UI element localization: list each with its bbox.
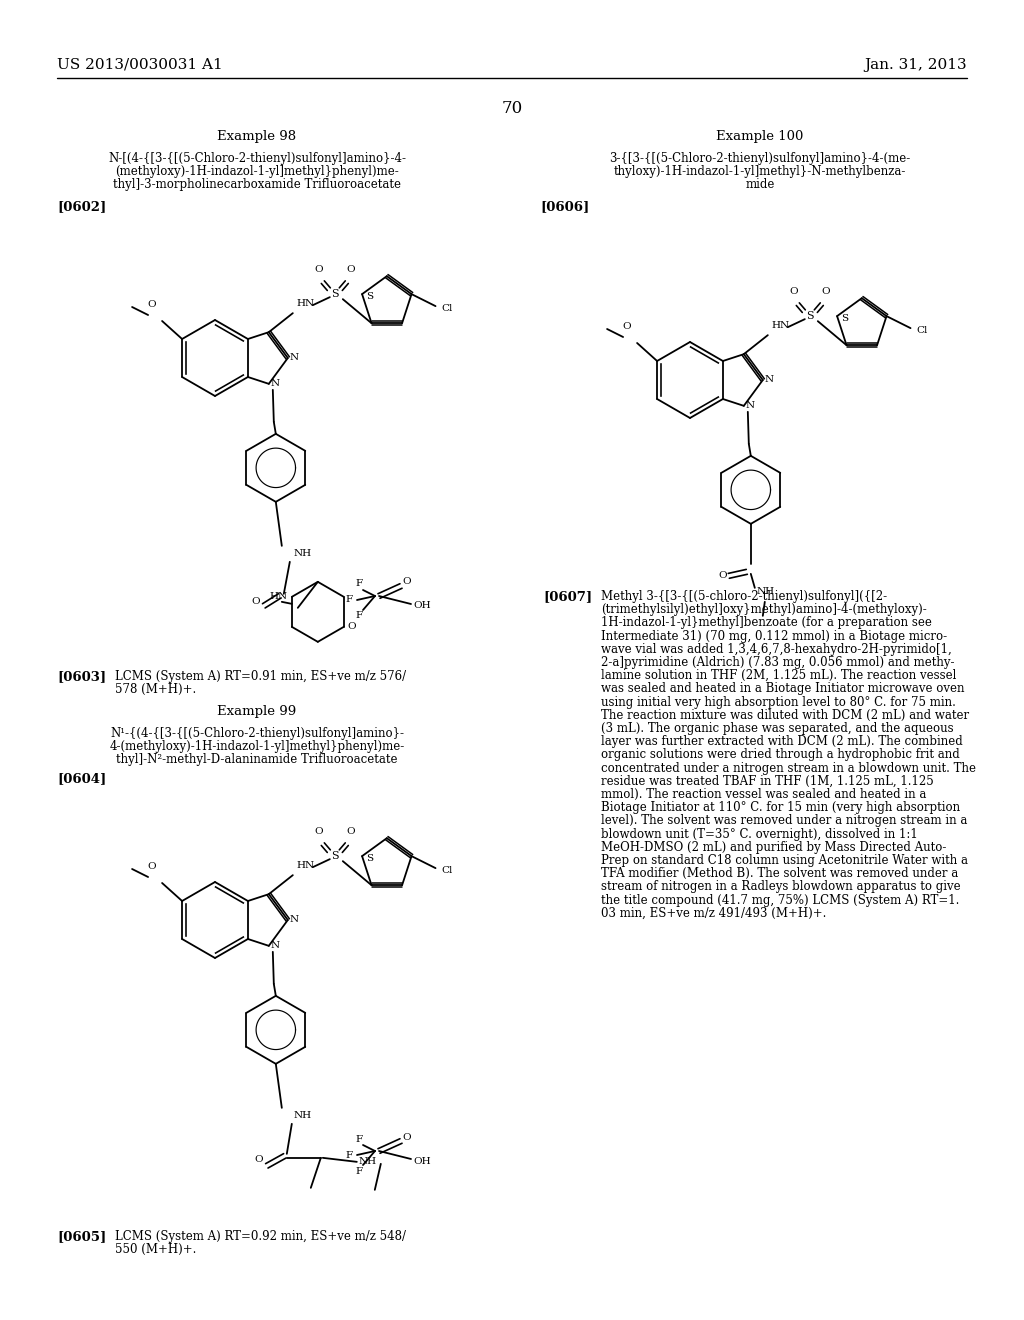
Text: HN: HN	[269, 593, 288, 602]
Text: HN: HN	[772, 321, 790, 330]
Text: The reaction mixture was diluted with DCM (2 mL) and water: The reaction mixture was diluted with DC…	[601, 709, 969, 722]
Text: F: F	[345, 595, 352, 605]
Text: O: O	[402, 1133, 412, 1142]
Text: LCMS (System A) RT=0.92 min, ES+ve m/z 548/: LCMS (System A) RT=0.92 min, ES+ve m/z 5…	[115, 1230, 406, 1243]
Text: S: S	[367, 854, 373, 863]
Text: O: O	[147, 862, 157, 871]
Text: wave vial was added 1,3,4,6,7,8-hexahydro-2H-pyrimido[1,: wave vial was added 1,3,4,6,7,8-hexahydr…	[601, 643, 951, 656]
Text: (3 mL). The organic phase was separated, and the aqueous: (3 mL). The organic phase was separated,…	[601, 722, 953, 735]
Text: 4-(methyloxy)-1H-indazol-1-yl]methyl}phenyl)me-: 4-(methyloxy)-1H-indazol-1-yl]methyl}phe…	[110, 741, 404, 752]
Text: N-[(4-{[3-{[(5-Chloro-2-thienyl)sulfonyl]amino}-4-: N-[(4-{[3-{[(5-Chloro-2-thienyl)sulfonyl…	[108, 152, 406, 165]
Text: S: S	[331, 851, 339, 861]
Text: Methyl 3-{[3-{[(5-chloro-2-thienyl)sulfonyl]({[2-: Methyl 3-{[3-{[(5-chloro-2-thienyl)sulfo…	[601, 590, 887, 603]
Text: O: O	[346, 265, 355, 275]
Text: HN: HN	[297, 300, 315, 308]
Text: TFA modifier (Method B). The solvent was removed under a: TFA modifier (Method B). The solvent was…	[601, 867, 958, 880]
Text: O: O	[623, 322, 632, 331]
Text: Example 100: Example 100	[717, 129, 804, 143]
Text: O: O	[346, 828, 355, 836]
Text: NH: NH	[358, 1158, 377, 1167]
Text: Biotage Initiator at 110° C. for 15 min (very high absorption: Biotage Initiator at 110° C. for 15 min …	[601, 801, 961, 814]
Text: [0605]: [0605]	[57, 1230, 106, 1243]
Text: F: F	[345, 1151, 352, 1159]
Text: O: O	[252, 598, 260, 606]
Text: level). The solvent was removed under a nitrogen stream in a: level). The solvent was removed under a …	[601, 814, 968, 828]
Text: thyloxy)-1H-indazol-1-yl]methyl}-N-methylbenza-: thyloxy)-1H-indazol-1-yl]methyl}-N-methy…	[613, 165, 906, 178]
Text: NH: NH	[757, 587, 775, 597]
Text: thyl]-N²-methyl-D-alaninamide Trifluoroacetate: thyl]-N²-methyl-D-alaninamide Trifluoroa…	[117, 752, 397, 766]
Text: mmol). The reaction vessel was sealed and heated in a: mmol). The reaction vessel was sealed an…	[601, 788, 927, 801]
Text: residue was treated TBAF in THF (1M, 1.125 mL, 1.125: residue was treated TBAF in THF (1M, 1.1…	[601, 775, 934, 788]
Text: blowdown unit (T=35° C. overnight), dissolved in 1:1: blowdown unit (T=35° C. overnight), diss…	[601, 828, 918, 841]
Text: mide: mide	[745, 178, 775, 191]
Text: concentrated under a nitrogen stream in a blowdown unit. The: concentrated under a nitrogen stream in …	[601, 762, 976, 775]
Text: using initial very high absorption level to 80° C. for 75 min.: using initial very high absorption level…	[601, 696, 955, 709]
Text: [0606]: [0606]	[540, 201, 589, 213]
Text: [0607]: [0607]	[543, 590, 592, 603]
Text: 03 min, ES+ve m/z 491/493 (M+H)+.: 03 min, ES+ve m/z 491/493 (M+H)+.	[601, 907, 826, 920]
Text: [0602]: [0602]	[57, 201, 106, 213]
Text: S: S	[806, 312, 814, 321]
Text: stream of nitrogen in a Radleys blowdown apparatus to give: stream of nitrogen in a Radleys blowdown…	[601, 880, 961, 894]
Text: US 2013/0030031 A1: US 2013/0030031 A1	[57, 58, 223, 73]
Text: O: O	[255, 1155, 263, 1164]
Text: N: N	[270, 941, 280, 950]
Text: F: F	[355, 579, 362, 589]
Text: OH: OH	[413, 602, 431, 610]
Text: O: O	[719, 572, 727, 581]
Text: HN: HN	[297, 861, 315, 870]
Text: O: O	[821, 288, 830, 296]
Text: S: S	[841, 314, 848, 322]
Text: N¹-{(4-{[3-{[(5-Chloro-2-thienyl)sulfonyl]amino}-: N¹-{(4-{[3-{[(5-Chloro-2-thienyl)sulfony…	[110, 727, 404, 741]
Text: MeOH-DMSO (2 mL) and purified by Mass Directed Auto-: MeOH-DMSO (2 mL) and purified by Mass Di…	[601, 841, 946, 854]
Text: 550 (M+H)+.: 550 (M+H)+.	[115, 1243, 197, 1257]
Text: F: F	[355, 1134, 362, 1143]
Text: NH: NH	[294, 1111, 312, 1121]
Text: N: N	[290, 916, 299, 924]
Text: lamine solution in THF (2M, 1.125 mL). The reaction vessel: lamine solution in THF (2M, 1.125 mL). T…	[601, 669, 956, 682]
Text: 70: 70	[502, 100, 522, 117]
Text: OH: OH	[413, 1156, 431, 1166]
Text: Jan. 31, 2013: Jan. 31, 2013	[864, 58, 967, 73]
Text: N: N	[270, 379, 280, 388]
Text: Example 99: Example 99	[217, 705, 297, 718]
Text: layer was further extracted with DCM (2 mL). The combined: layer was further extracted with DCM (2 …	[601, 735, 963, 748]
Text: 2-a]pyrimidine (Aldrich) (7.83 mg, 0.056 mmol) and methy-: 2-a]pyrimidine (Aldrich) (7.83 mg, 0.056…	[601, 656, 954, 669]
Text: the title compound (41.7 mg, 75%) LCMS (System A) RT=1.: the title compound (41.7 mg, 75%) LCMS (…	[601, 894, 959, 907]
Text: O: O	[348, 622, 356, 631]
Text: N: N	[765, 375, 774, 384]
Text: O: O	[147, 300, 157, 309]
Text: Intermediate 31) (70 mg, 0.112 mmol) in a Biotage micro-: Intermediate 31) (70 mg, 0.112 mmol) in …	[601, 630, 947, 643]
Text: [0603]: [0603]	[57, 671, 106, 682]
Text: NH: NH	[294, 549, 312, 558]
Text: [0604]: [0604]	[57, 772, 106, 785]
Text: O: O	[402, 578, 412, 586]
Text: O: O	[790, 288, 798, 296]
Text: F: F	[355, 1167, 362, 1176]
Text: thyl]-3-morpholinecarboxamide Trifluoroacetate: thyl]-3-morpholinecarboxamide Trifluoroa…	[113, 178, 401, 191]
Text: (methyloxy)-1H-indazol-1-yl]methyl}phenyl)me-: (methyloxy)-1H-indazol-1-yl]methyl}pheny…	[115, 165, 399, 178]
Text: 3-{[3-{[(5-Chloro-2-thienyl)sulfonyl]amino}-4-(me-: 3-{[3-{[(5-Chloro-2-thienyl)sulfonyl]ami…	[609, 152, 910, 165]
Text: S: S	[331, 289, 339, 300]
Text: N: N	[290, 354, 299, 363]
Text: was sealed and heated in a Biotage Initiator microwave oven: was sealed and heated in a Biotage Initi…	[601, 682, 965, 696]
Text: S: S	[367, 292, 373, 301]
Text: F: F	[355, 611, 362, 620]
Text: Example 98: Example 98	[217, 129, 297, 143]
Text: Cl: Cl	[441, 866, 453, 875]
Text: LCMS (System A) RT=0.91 min, ES+ve m/z 576/: LCMS (System A) RT=0.91 min, ES+ve m/z 5…	[115, 671, 407, 682]
Text: O: O	[314, 265, 324, 275]
Text: (trimethylsilyl)ethyl]oxy}methyl)amino]-4-(methyloxy)-: (trimethylsilyl)ethyl]oxy}methyl)amino]-…	[601, 603, 927, 616]
Text: N: N	[745, 401, 755, 411]
Text: 1H-indazol-1-yl}methyl]benzoate (for a preparation see: 1H-indazol-1-yl}methyl]benzoate (for a p…	[601, 616, 932, 630]
Text: O: O	[314, 828, 324, 836]
Text: organic solutions were dried through a hydrophobic frit and: organic solutions were dried through a h…	[601, 748, 959, 762]
Text: Prep on standard C18 column using Acetonitrile Water with a: Prep on standard C18 column using Aceton…	[601, 854, 968, 867]
Text: 578 (M+H)+.: 578 (M+H)+.	[115, 682, 197, 696]
Text: Cl: Cl	[441, 304, 453, 313]
Text: Cl: Cl	[916, 326, 928, 335]
